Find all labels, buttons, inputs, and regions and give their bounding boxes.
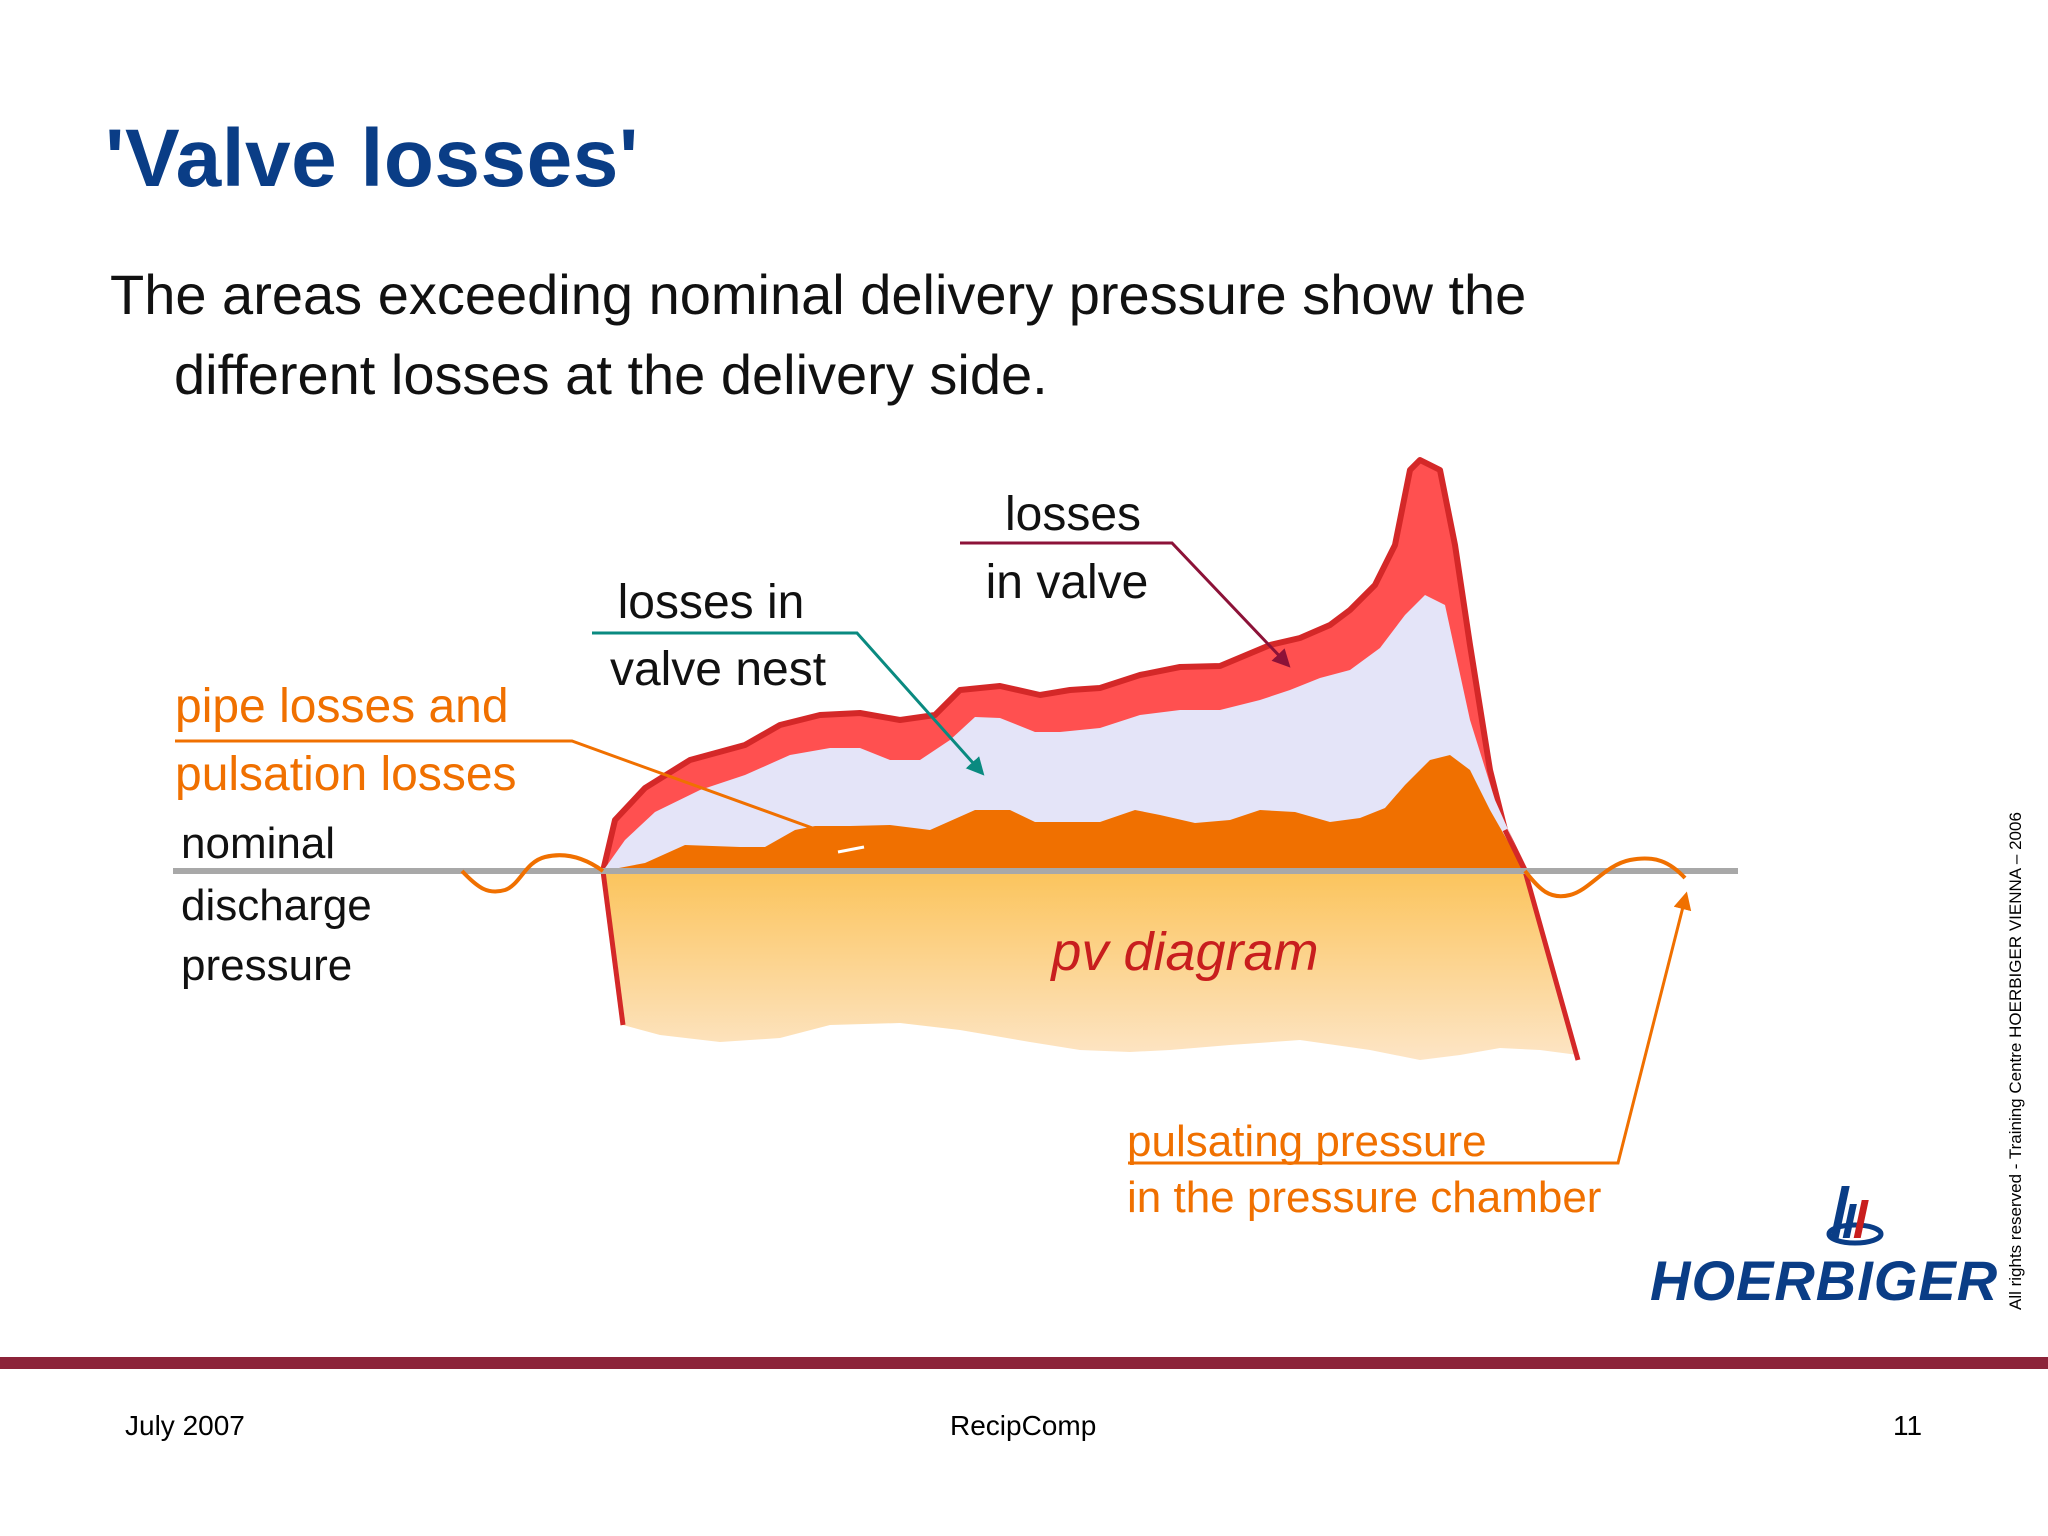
pv-diagram-label: pv diagram [1049,922,1318,982]
pv-left-edge [600,870,626,1026]
slide-title: 'Valve losses' [105,113,639,204]
body-text-line-2: different losses at the delivery side. [174,343,1048,406]
valve-nest-label-line-2: valve nest [610,643,826,696]
copyright-notice: All rights reserved - Training Centre HO… [2006,812,2025,1310]
pipe-losses-pointer [175,739,841,840]
footer-page-number: 11 [1893,1410,1923,1441]
pulsating-pressure-pointer [1128,891,1692,1165]
pipe-pulsation-losses-area [603,755,1525,871]
nominal-pressure-label-line-1: nominal [181,819,335,868]
valve-nest-pointer [592,631,985,776]
pulsating-pressure-curve-left [460,853,605,894]
hoerbiger-logo: HOERBIGER [1650,1180,1999,1312]
losses-in-valve-label-line-2: in valve [986,556,1149,609]
losses-in-valve-label-line-1: losses [1005,488,1141,541]
body-text-line-1: The areas exceeding nominal delivery pre… [110,263,1527,326]
pulsating-pressure-label-line-1: pulsating pressure [1127,1117,1487,1166]
valve-loss-pointer [960,541,1291,668]
pipe-losses-label-line-2: pulsation losses [175,748,517,801]
nominal-pressure-label-line-3: pressure [181,941,352,990]
pipe-losses-label-line-1: pipe losses and [175,680,509,733]
nominal-pressure-label-line-2: discharge [181,881,372,930]
pulsating-pressure-label-line-2: in the pressure chamber [1127,1173,1601,1222]
footer-date: July 2007 [125,1410,245,1441]
hoerbiger-emblem-icon [1826,1186,1884,1246]
pipe-losses-pointer-tick [837,845,865,854]
pulsating-pressure-curve-right [1523,856,1687,899]
valve-nest-losses-area [603,595,1525,871]
footer-divider [0,1357,2048,1369]
footer-title: RecipComp [950,1410,1097,1441]
hoerbiger-wordmark: HOERBIGER [1650,1249,1999,1312]
valve-nest-label-line-1: losses in [618,576,805,629]
pv-diagram-area [603,871,1578,1060]
